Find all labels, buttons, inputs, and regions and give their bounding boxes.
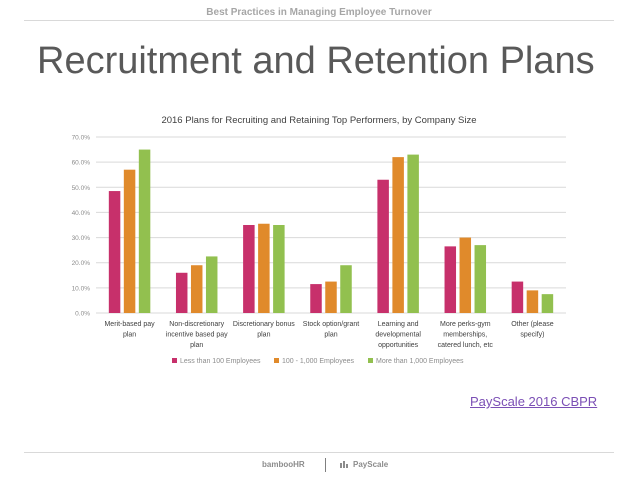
payscale-logo-text: PayScale xyxy=(353,460,389,469)
y-tick-label: 50.0% xyxy=(72,185,91,192)
y-axis-ticks: 0.0% 10.0% 20.0% 30.0% 40.0% 50.0% 60.0% 70.0% xyxy=(72,135,91,318)
bar xyxy=(340,265,352,313)
bar xyxy=(474,245,487,313)
bar xyxy=(526,290,539,313)
legend-swatch xyxy=(274,358,279,363)
header-title: Best Practices in Managing Employee Turn… xyxy=(206,7,432,18)
bars xyxy=(108,149,554,313)
bar xyxy=(511,281,524,313)
legend: Less than 100 Employees 100 - 1,000 Emplo… xyxy=(172,358,464,365)
legend-label: Less than 100 Employees xyxy=(180,358,261,365)
bar xyxy=(258,223,270,313)
y-tick-label: 70.0% xyxy=(72,135,91,142)
y-tick-label: 10.0% xyxy=(72,285,91,292)
bar xyxy=(175,272,188,313)
x-tick-label: Non-discretionary incentive based pay plan xyxy=(166,321,228,349)
x-tick-label: Other (please specify) xyxy=(511,321,554,339)
bar xyxy=(377,179,389,313)
y-tick-label: 30.0% xyxy=(72,235,91,242)
bar xyxy=(407,154,419,313)
bar-chart: 2016 Plans for Recruiting and Retaining … xyxy=(72,115,566,365)
bar xyxy=(190,265,203,313)
bar xyxy=(541,294,554,313)
bar xyxy=(205,256,218,313)
legend-label: More than 1,000 Employees xyxy=(376,358,464,365)
bar xyxy=(444,246,457,313)
x-tick-label: More perks-gym memberships, catered lunch,… xyxy=(438,321,494,349)
x-tick-label: Stock option/grant plan xyxy=(303,321,359,339)
x-axis-labels: Merit-based pay plan Non-discretionary ince… xyxy=(104,321,553,349)
y-tick-label: 60.0% xyxy=(72,160,91,167)
bar xyxy=(310,284,322,313)
payscale-icon xyxy=(340,461,348,468)
x-tick-label: Merit-based pay plan xyxy=(104,321,155,339)
bar xyxy=(325,281,337,313)
bar xyxy=(459,237,472,313)
footer-logos: bambooHR PayScale xyxy=(0,458,638,473)
bar xyxy=(108,191,121,313)
legend-swatch xyxy=(368,358,373,363)
bar xyxy=(392,157,404,313)
header-divider xyxy=(24,20,614,21)
bar xyxy=(138,149,151,313)
bar xyxy=(243,225,255,313)
source-link[interactable]: PayScale 2016 CBPR xyxy=(470,394,598,409)
bamboohr-logo: bambooHR xyxy=(262,460,305,469)
y-tick-label: 20.0% xyxy=(72,260,91,267)
payscale-logo: PayScale xyxy=(340,460,388,469)
y-tick-label: 0.0% xyxy=(75,311,90,318)
bar xyxy=(273,225,285,313)
slide-title: Recruitment and Retention Plans xyxy=(37,40,595,82)
x-tick-label: Learning and developmental opportunities xyxy=(375,321,421,349)
footer-divider xyxy=(24,452,614,453)
y-tick-label: 40.0% xyxy=(72,210,91,217)
chart-title: 2016 Plans for Recruiting and Retaining … xyxy=(161,115,476,126)
bar xyxy=(123,169,136,313)
x-tick-label: Discretionary bonus plan xyxy=(233,321,295,339)
legend-label: 100 - 1,000 Employees xyxy=(282,358,354,365)
logo-separator xyxy=(325,458,326,472)
legend-swatch xyxy=(172,358,177,363)
